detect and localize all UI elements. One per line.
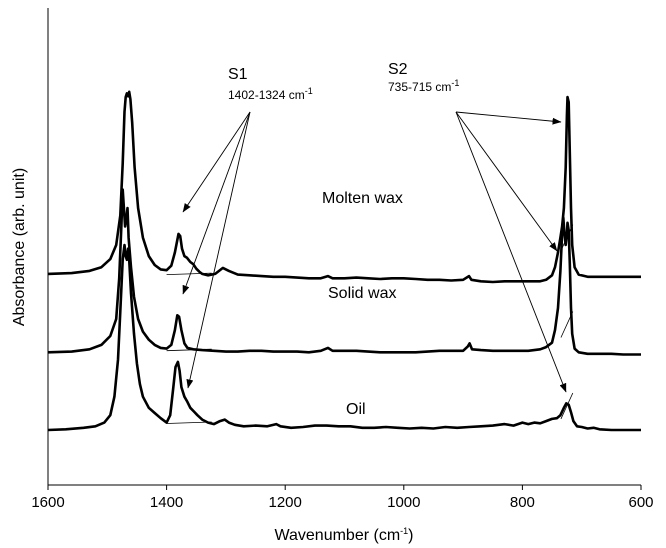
series-line-oil [47,243,641,432]
annotation-s2-range: 735-715 cm-1 [388,78,459,94]
x-tick-label: 1400 [150,494,183,511]
series-label-group: Molten wax Solid wax Oil [322,190,403,418]
s2-arrow-oil [455,111,567,393]
integration-baseline-molten-wax [166,272,212,275]
integration-baseline-oil [166,421,212,424]
annotation-s1-range: 1402-1324 cm-1 [228,86,313,102]
x-axis-title: Wavenumber (cm-1) [275,526,414,544]
s1-arrow-molten-wax [182,111,251,213]
s1-arrow-oil [186,111,251,389]
s1-arrow-solid-wax [182,111,251,295]
annotation-s1-label: S1 [228,66,248,83]
x-tick-label: 800 [510,494,535,511]
integration-baseline-solid-wax [166,348,212,352]
y-axis-title: Absorbance (arb. unit) [11,168,28,326]
x-tick-label: 1600 [31,494,64,511]
x-tick-label: 1200 [269,494,302,511]
series-label-oil: Oil [346,401,366,418]
series-label-solid-wax: Solid wax [328,285,396,302]
series-group [47,90,641,432]
x-tick-group: 1600 1400 1200 1000 800 600 [31,485,654,511]
axes [47,8,641,486]
s2-arrow-molten-wax [455,111,562,125]
s2-arrow-solid-wax [455,111,558,252]
integration-baseline-oil [560,392,574,420]
x-tick-label: 1000 [387,494,420,511]
annotation-group: S1 1402-1324 cm-1 S2 735-715 cm-1 [182,61,567,393]
integration-baseline-solid-wax [560,311,574,338]
series-line-solid-wax [47,188,641,356]
series-label-molten-wax: Molten wax [322,190,403,207]
annotation-s2-label: S2 [388,61,408,78]
x-tick-label: 600 [628,494,653,511]
series-line-molten-wax [47,90,641,284]
